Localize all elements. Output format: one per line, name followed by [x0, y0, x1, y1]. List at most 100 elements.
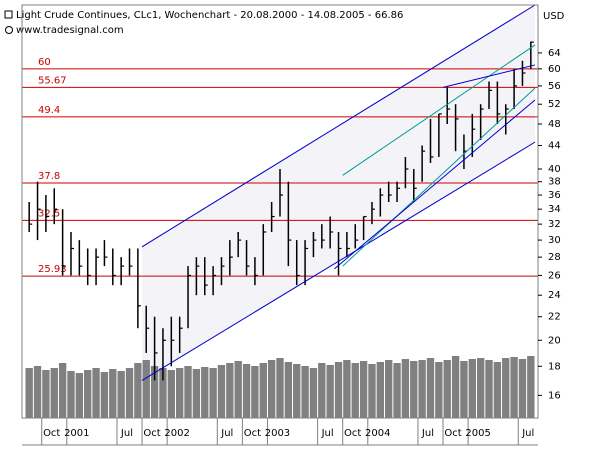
y-tick-label: 56	[548, 81, 561, 92]
volume-bar	[418, 360, 426, 418]
volume-bar	[276, 358, 284, 418]
volume-bar	[242, 364, 251, 418]
volume-bar	[359, 361, 368, 418]
y-tick-label: 44	[548, 140, 561, 151]
volume-bar	[134, 363, 142, 418]
trend-line	[334, 99, 536, 270]
volume-bar	[25, 368, 33, 418]
volume-bar	[326, 365, 334, 418]
volume-bar	[150, 366, 159, 418]
volume-bar	[142, 360, 150, 418]
y-tick-label: 18	[548, 361, 561, 372]
volume-bar	[259, 363, 267, 418]
trend-line	[342, 44, 536, 176]
volume-bar	[226, 363, 234, 418]
x-tick-label: Jul	[521, 428, 534, 439]
volume-bar	[92, 368, 100, 418]
y-tick-label: 16	[548, 390, 561, 401]
volume-bar	[125, 368, 134, 418]
volume-bar	[67, 371, 75, 418]
y-tick-label: 28	[548, 252, 561, 263]
level-label: 25.93	[38, 264, 67, 275]
chart-title: Light Crude Continues, CLc1, Wochenchart…	[16, 10, 403, 21]
volume-bar	[234, 361, 242, 418]
volume-bar	[217, 365, 226, 418]
volume-bar	[209, 368, 217, 418]
volume-bar	[109, 369, 117, 418]
volume-bar	[309, 368, 318, 418]
volume-bar	[201, 367, 209, 418]
x-tick-label: Oct	[444, 428, 461, 439]
y-tick-label: 32	[548, 219, 561, 230]
volume-bar	[334, 362, 343, 418]
volume-bar	[410, 361, 418, 418]
volume-bar	[251, 366, 259, 418]
y-tick-label: 48	[548, 119, 561, 130]
volume-bar	[50, 368, 58, 418]
y-tick-label: 26	[548, 270, 561, 281]
x-tick-label: 2005	[465, 428, 490, 439]
level-label: 55.67	[38, 75, 67, 86]
volume-bar	[368, 364, 376, 418]
volume-bar	[159, 368, 167, 418]
trend-line	[442, 64, 536, 88]
volume-bar	[100, 372, 109, 418]
x-tick-label: 2002	[164, 428, 189, 439]
y-tick-label: 64	[548, 48, 561, 59]
volume-bar	[75, 373, 84, 418]
volume-bar	[485, 360, 493, 418]
y-tick-label: 38	[548, 177, 561, 188]
trend-line	[141, 4, 536, 248]
level-label: 49.4	[38, 105, 60, 116]
level-label: 60	[38, 57, 51, 68]
volume-bar	[284, 362, 293, 418]
y-unit: USD	[543, 11, 565, 22]
y-tick-label: 52	[548, 99, 561, 110]
x-tick-label: Jul	[421, 428, 434, 439]
volume-bar	[435, 362, 443, 418]
volume-bar	[167, 370, 175, 418]
level-label: 32.5	[38, 208, 60, 219]
x-tick-label: Jul	[120, 428, 133, 439]
title-icon	[4, 10, 13, 19]
volume-bar	[301, 366, 309, 418]
volume-bar	[527, 356, 535, 418]
volume-bar	[42, 370, 50, 418]
volume-bar	[376, 362, 385, 418]
y-tick-label: 60	[548, 64, 561, 75]
volume-bar	[192, 369, 201, 418]
x-tick-label: Oct	[344, 428, 361, 439]
level-label: 37.8	[38, 171, 60, 182]
volume-bar	[33, 366, 42, 418]
volume-bar	[510, 357, 518, 418]
chart-subtitle: www.tradesignal.com	[16, 25, 124, 36]
volume-bar	[385, 360, 393, 418]
volume-bar	[184, 366, 192, 418]
volume-bar	[426, 358, 435, 418]
copyright-icon	[5, 26, 13, 34]
x-tick-label: Oct	[244, 428, 261, 439]
volume-bar	[502, 358, 510, 418]
volume-bar	[58, 363, 67, 418]
volume-bar	[343, 360, 351, 418]
y-tick-label: 24	[548, 290, 561, 301]
trend-line	[342, 87, 536, 267]
volume-bar	[443, 360, 451, 418]
volume-bar	[351, 363, 359, 418]
volume-bar	[267, 360, 276, 418]
volume-bar	[518, 359, 527, 418]
volume-bar	[175, 368, 184, 418]
y-tick-label: 40	[548, 164, 561, 175]
volume-bar	[117, 371, 125, 418]
volume-bar	[84, 370, 92, 418]
volume-bar	[451, 356, 460, 418]
x-tick-label: Jul	[321, 428, 334, 439]
trend-line	[141, 141, 536, 381]
volume-bar	[293, 364, 301, 418]
volume-bar	[393, 363, 401, 418]
x-tick-label: 2003	[265, 428, 290, 439]
volume-bar	[460, 361, 468, 418]
y-tick-label: 20	[548, 335, 561, 346]
